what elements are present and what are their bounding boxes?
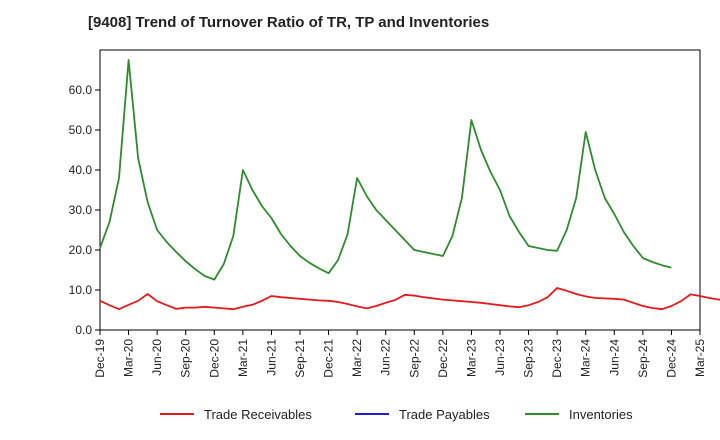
x-tick-label: Dec-22 <box>436 339 450 378</box>
x-tick-label: Jun-21 <box>264 339 278 376</box>
x-tick-label: Dec-24 <box>664 339 678 378</box>
x-tick-label: Dec-19 <box>93 339 107 378</box>
x-tick-label: Jun-24 <box>607 339 621 376</box>
legend-label: Inventories <box>569 407 633 422</box>
x-tick-label: Dec-20 <box>207 339 221 378</box>
x-tick-label: Mar-25 <box>693 339 707 377</box>
x-tick-label: Mar-21 <box>236 339 250 377</box>
x-tick-label: Sep-23 <box>522 339 536 378</box>
x-tick-label: Sep-24 <box>636 339 650 378</box>
y-tick-label: 50.0 <box>69 123 93 137</box>
y-tick-label: 20.0 <box>69 243 93 257</box>
x-tick-label: Jun-22 <box>379 339 393 376</box>
x-tick-label: Sep-22 <box>407 339 421 378</box>
legend: Trade Receivables Trade Payables Inventori… <box>160 407 633 422</box>
x-tick-label: Jun-23 <box>493 339 507 376</box>
x-axis: Dec-19 Mar-20 Jun-20 Sep-20 Dec-20 Mar-21 Jun-… <box>93 330 707 378</box>
x-tick-label: Sep-21 <box>293 339 307 378</box>
series-layer <box>99 59 720 311</box>
y-tick-label: 40.0 <box>69 163 93 177</box>
x-tick-label: Mar-23 <box>464 339 478 377</box>
y-axis: 0.0 10.0 20.0 30.0 40.0 50.0 60.0 <box>69 83 100 337</box>
x-tick-label: Sep-20 <box>179 339 193 378</box>
plot-area <box>99 49 701 331</box>
y-tick-label: 60.0 <box>69 83 93 97</box>
trade-receivables-series-line <box>99 287 720 311</box>
legend-label: Trade Payables <box>399 407 490 422</box>
legend-label: Trade Receivables <box>204 407 312 422</box>
y-tick-label: 30.0 <box>69 203 93 217</box>
x-tick-label: Dec-21 <box>322 339 336 378</box>
chart-title: [9408] Trend of Turnover Ratio of TR, TP… <box>88 14 490 31</box>
x-tick-label: Jun-20 <box>150 339 164 376</box>
x-tick-label: Mar-22 <box>350 339 364 377</box>
y-tick-label: 10.0 <box>69 283 93 297</box>
y-tick-label: 0.0 <box>75 323 92 337</box>
x-tick-label: Mar-24 <box>579 339 593 377</box>
x-tick-label: Dec-23 <box>550 339 564 378</box>
inventories-series-line <box>99 59 672 281</box>
x-tick-label: Mar-20 <box>122 339 136 377</box>
